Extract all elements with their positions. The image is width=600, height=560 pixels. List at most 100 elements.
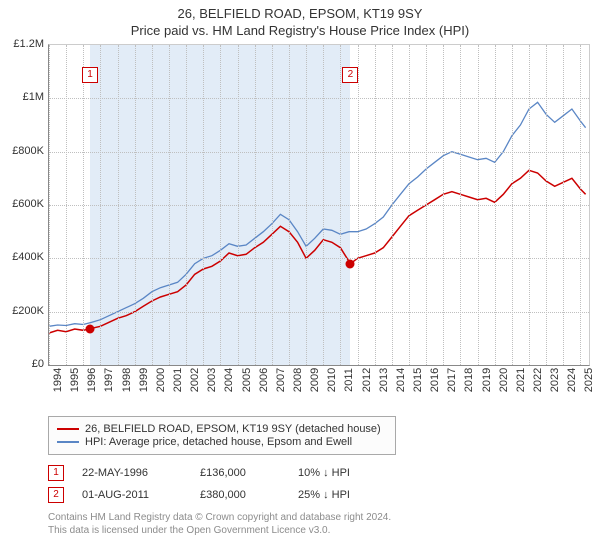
- gridline-v: [220, 45, 221, 365]
- gridline-h: [49, 152, 589, 153]
- x-tick-label: 2015: [412, 368, 424, 392]
- gridline-h: [49, 98, 589, 99]
- legend-label: HPI: Average price, detached house, Epso…: [85, 436, 352, 448]
- x-tick-label: 2008: [292, 368, 304, 392]
- x-tick-label: 2000: [155, 368, 167, 392]
- gridline-v: [255, 45, 256, 365]
- sales-table: 122-MAY-1996£136,00010% ↓ HPI201-AUG-201…: [48, 465, 600, 503]
- sale-row: 122-MAY-1996£136,00010% ↓ HPI: [48, 465, 600, 481]
- x-tick-label: 1994: [52, 368, 64, 392]
- gridline-v: [100, 45, 101, 365]
- gridline-h: [49, 205, 589, 206]
- gridline-v: [443, 45, 444, 365]
- gridline-v: [478, 45, 479, 365]
- gridline-v: [289, 45, 290, 365]
- x-tick-label: 1996: [86, 368, 98, 392]
- x-tick-label: 2013: [378, 368, 390, 392]
- x-tick-label: 2020: [498, 368, 510, 392]
- sale-badge: 1: [48, 465, 64, 481]
- title: 26, BELFIELD ROAD, EPSOM, KT19 9SY: [0, 6, 600, 21]
- gridline-v: [238, 45, 239, 365]
- gridline-v: [186, 45, 187, 365]
- x-tick-label: 2014: [395, 368, 407, 392]
- gridline-v: [152, 45, 153, 365]
- gridline-v: [392, 45, 393, 365]
- gridline-v: [169, 45, 170, 365]
- x-tick-label: 2003: [206, 368, 218, 392]
- x-tick-label: 2019: [481, 368, 493, 392]
- gridline-v: [135, 45, 136, 365]
- gridline-h: [49, 312, 589, 313]
- x-tick-label: 2004: [223, 368, 235, 392]
- gridline-v: [323, 45, 324, 365]
- gridline-v: [580, 45, 581, 365]
- gridline-v: [495, 45, 496, 365]
- gridline-v: [426, 45, 427, 365]
- sale-price: £136,000: [200, 467, 280, 479]
- x-tick-label: 2018: [463, 368, 475, 392]
- gridline-h: [49, 258, 589, 259]
- sale-date: 22-MAY-1996: [82, 467, 182, 479]
- y-tick-label: £400K: [0, 251, 44, 263]
- x-tick-label: 2007: [275, 368, 287, 392]
- series-price_paid: [49, 170, 586, 333]
- y-tick-label: £200K: [0, 305, 44, 317]
- y-tick-label: £600K: [0, 198, 44, 210]
- x-tick-label: 2016: [429, 368, 441, 392]
- legend-row: 26, BELFIELD ROAD, EPSOM, KT19 9SY (deta…: [57, 423, 387, 435]
- legend: 26, BELFIELD ROAD, EPSOM, KT19 9SY (deta…: [48, 416, 396, 455]
- x-tick-label: 2005: [241, 368, 253, 392]
- x-tick-label: 2006: [258, 368, 270, 392]
- legend-row: HPI: Average price, detached house, Epso…: [57, 436, 387, 448]
- sale-row: 2 01-AUG-2011 £380,000 25% ↓ HPI: [48, 487, 600, 503]
- chart-container: 26, BELFIELD ROAD, EPSOM, KT19 9SY Price…: [0, 6, 600, 560]
- x-tick-label: 2011: [343, 368, 355, 392]
- x-tick-label: 2009: [309, 368, 321, 392]
- x-tick-label: 2017: [446, 368, 458, 392]
- sale-price: £380,000: [200, 489, 280, 501]
- gridline-v: [563, 45, 564, 365]
- y-tick-label: £1M: [0, 91, 44, 103]
- x-tick-label: 2001: [172, 368, 184, 392]
- x-tick-label: 1997: [103, 368, 115, 392]
- sale-point-2: [346, 259, 355, 268]
- sale-badge: 2: [48, 487, 64, 503]
- gridline-v: [512, 45, 513, 365]
- x-tick-label: 2025: [583, 368, 595, 392]
- gridline-v: [49, 45, 50, 365]
- footer: Contains HM Land Registry data © Crown c…: [48, 511, 600, 537]
- x-tick-label: 2022: [532, 368, 544, 392]
- gridline-v: [375, 45, 376, 365]
- y-tick-label: £800K: [0, 145, 44, 157]
- sale-date: 01-AUG-2011: [82, 489, 182, 501]
- gridline-v: [83, 45, 84, 365]
- legend-swatch: [57, 441, 79, 443]
- gridline-v: [409, 45, 410, 365]
- legend-swatch: [57, 428, 79, 430]
- gridline-v: [460, 45, 461, 365]
- sale-marker-2: 2: [342, 67, 358, 83]
- x-tick-label: 2012: [361, 368, 373, 392]
- gridline-v: [529, 45, 530, 365]
- gridline-v: [203, 45, 204, 365]
- y-tick-label: £0: [0, 358, 44, 370]
- subtitle: Price paid vs. HM Land Registry's House …: [0, 23, 600, 38]
- sale-pct-vs-hpi: 25% ↓ HPI: [298, 489, 408, 501]
- legend-label: 26, BELFIELD ROAD, EPSOM, KT19 9SY (deta…: [85, 423, 381, 435]
- x-tick-label: 2002: [189, 368, 201, 392]
- gridline-v: [340, 45, 341, 365]
- x-tick-label: 2023: [549, 368, 561, 392]
- gridline-v: [272, 45, 273, 365]
- x-tick-label: 1999: [138, 368, 150, 392]
- gridline-v: [546, 45, 547, 365]
- x-tick-label: 2010: [326, 368, 338, 392]
- chart-plot-area: 12: [48, 44, 590, 366]
- sale-marker-1: 1: [82, 67, 98, 83]
- series-hpi: [49, 102, 586, 326]
- sale-point-1: [85, 324, 94, 333]
- x-tick-label: 1995: [69, 368, 81, 392]
- footer-line-2: This data is licensed under the Open Gov…: [48, 524, 600, 537]
- x-tick-label: 2024: [566, 368, 578, 392]
- footer-line-1: Contains HM Land Registry data © Crown c…: [48, 511, 600, 524]
- gridline-v: [118, 45, 119, 365]
